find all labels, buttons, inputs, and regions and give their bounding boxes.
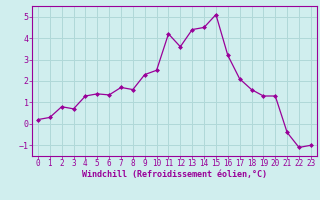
X-axis label: Windchill (Refroidissement éolien,°C): Windchill (Refroidissement éolien,°C)	[82, 170, 267, 179]
